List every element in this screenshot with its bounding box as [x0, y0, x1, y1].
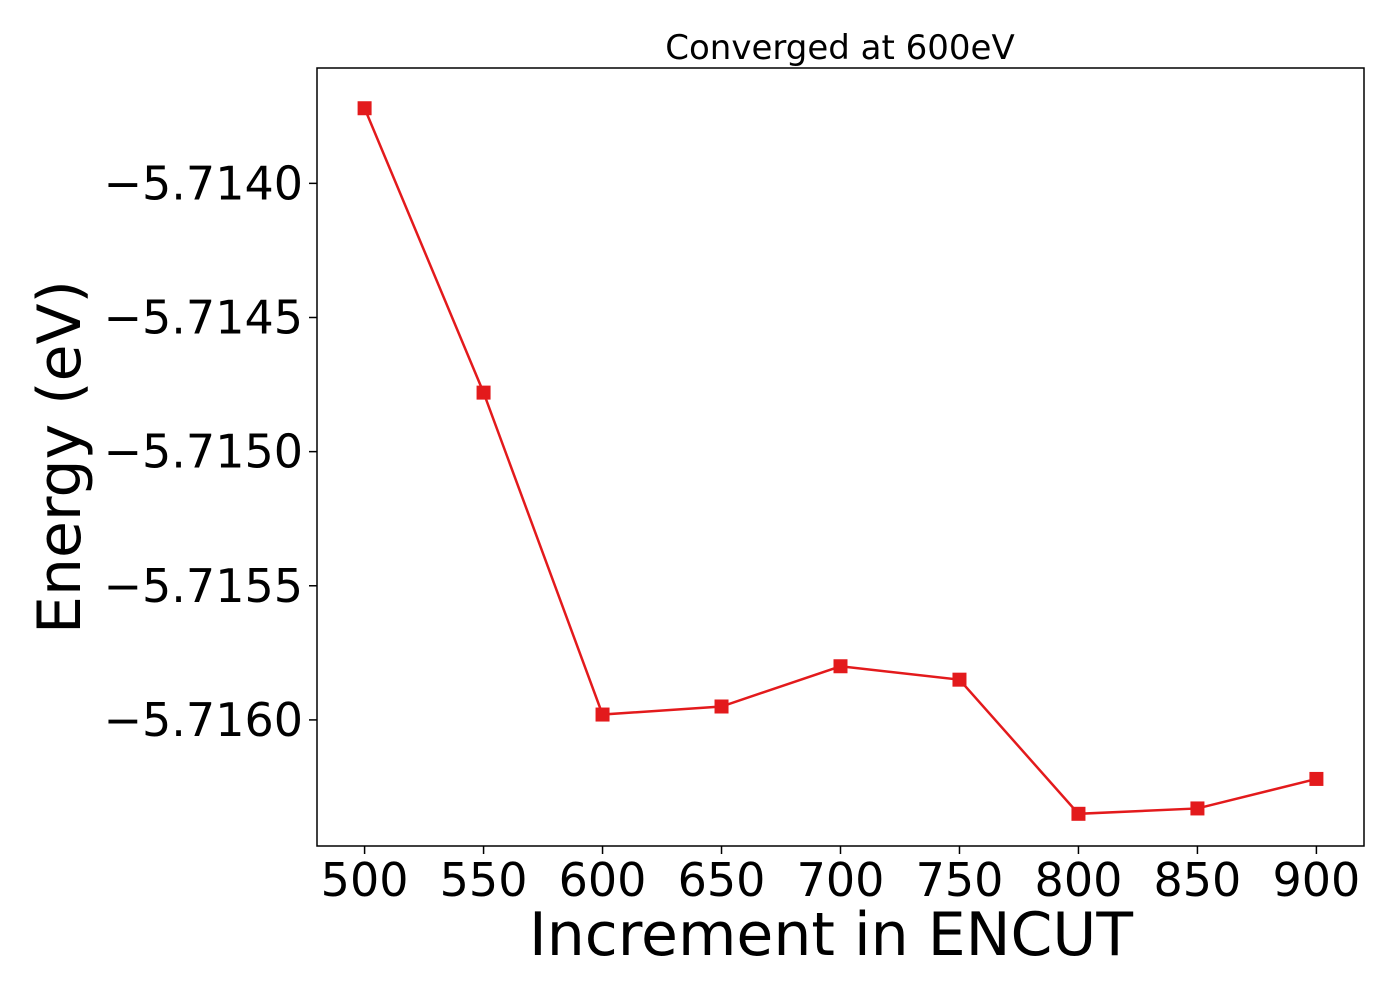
x-tick-label: 900: [1273, 853, 1361, 907]
y-tick-label: −5.7155: [104, 559, 304, 613]
chart-title: Converged at 600eV: [665, 28, 1014, 68]
plot-frame: [316, 67, 1365, 847]
x-tick-label: 550: [440, 853, 528, 907]
x-tick-label: 500: [321, 853, 409, 907]
y-tick-label: −5.7160: [104, 693, 304, 747]
data-point-marker: [357, 101, 372, 116]
y-tick-label: −5.7150: [104, 425, 304, 479]
x-tick-label: 750: [916, 853, 1004, 907]
data-point-marker: [714, 699, 729, 714]
x-tick-label: 800: [1035, 853, 1123, 907]
data-point-marker: [476, 385, 491, 400]
x-tick-label: 700: [797, 853, 885, 907]
data-point-marker: [1309, 771, 1324, 786]
x-tick-label: 650: [678, 853, 766, 907]
y-tick-label: −5.7140: [104, 156, 304, 210]
data-point-marker: [833, 659, 848, 674]
y-axis: −5.7140 −5.7145 −5.7150 −5.7155 −5.7160: [104, 156, 317, 747]
y-axis-title: Energy (eV): [25, 280, 95, 634]
data-point-marker: [952, 672, 967, 687]
x-tick-label: 850: [1154, 853, 1242, 907]
data-point-marker: [1190, 801, 1205, 816]
series-layer: [357, 101, 1324, 821]
x-axis-title: Increment in ENCUT: [529, 900, 1133, 970]
x-tick-label: 600: [559, 853, 647, 907]
x-axis: 500 550 600 650 700 750 800 850 900: [321, 846, 1361, 907]
y-tick-label: −5.7145: [104, 290, 304, 344]
series-line: [363, 107, 1317, 816]
data-point-marker: [1071, 806, 1086, 821]
data-point-marker: [595, 707, 610, 722]
